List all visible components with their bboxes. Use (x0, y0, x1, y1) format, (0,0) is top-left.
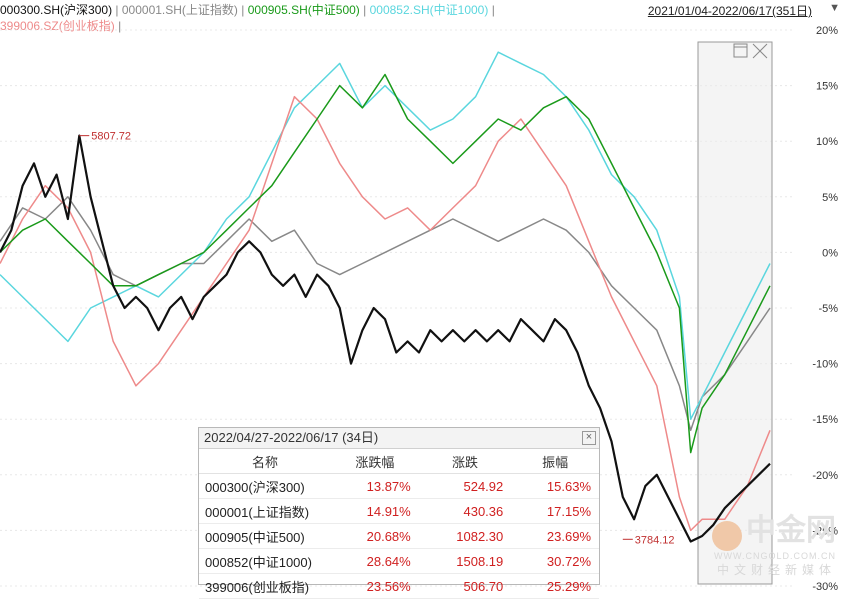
cell-name: 000905(中证500) (199, 523, 331, 549)
y-tick-label: -20% (812, 470, 838, 482)
cell-chg: 524.92 (418, 473, 512, 499)
watermark-sub: 中文财经新媒体 (716, 563, 836, 577)
series-line[interactable] (0, 73, 771, 454)
table-header-row: 名称 涨跌幅 涨跌 振幅 (199, 449, 599, 474)
cell-amp: 25.29% (511, 573, 599, 599)
stats-table-panel: 2022/04/27-2022/06/17 (34日) × 名称 涨跌幅 涨跌 … (198, 427, 600, 599)
legend-sep: | (363, 3, 367, 17)
cell-pct: 13.87% (331, 473, 419, 499)
cell-amp: 17.15% (511, 498, 599, 524)
maximize-icon (733, 43, 748, 58)
legend-item-sh[interactable]: 000001.SH(上证指数) (121, 3, 238, 17)
cell-name: 000852(中证1000) (199, 548, 331, 574)
table-row[interactable]: 000905(中证500) 20.68% 1082.30 23.69% (199, 523, 599, 549)
date-range[interactable]: 2021/01/04-2022/06/17(351日) (647, 4, 812, 18)
col-header-chg: 涨跌 (418, 449, 512, 474)
cell-name: 000300(沪深300) (199, 473, 331, 499)
stats-table-title-text: 2022/04/27-2022/06/17 (34日) (204, 430, 379, 445)
cell-chg: 430.36 (418, 498, 512, 524)
cell-name: 000001(上证指数) (199, 498, 331, 524)
y-tick-label: 0% (822, 247, 838, 259)
series-line[interactable] (0, 95, 771, 532)
stats-table-title: 2022/04/27-2022/06/17 (34日) × (199, 428, 599, 449)
y-tick-label: 10% (816, 136, 838, 148)
cell-pct: 14.91% (331, 498, 419, 524)
legend: 000300.SH(沪深300) | 000001.SH(上证指数) | 000… (0, 2, 495, 34)
watermark: 中金网 WWW.CNGOLD.COM.CN 中文财经新媒体 (712, 505, 836, 578)
table-row[interactable]: 000300(沪深300) 13.87% 524.92 15.63% (199, 473, 599, 499)
legend-item-zz500[interactable]: 000905.SH(中证500) (247, 3, 360, 17)
table-row[interactable]: 000852(中证1000) 28.64% 1508.19 30.72% (199, 548, 599, 574)
table-row[interactable]: 000001(上证指数) 14.91% 430.36 17.15% (199, 498, 599, 524)
cell-chg: 506.70 (418, 573, 512, 599)
annotation-label: 5807.72 (91, 131, 131, 143)
y-tick-label: -5% (818, 303, 838, 315)
cell-name: 399006(创业板指) (199, 573, 331, 599)
y-tick-label: -25% (812, 525, 838, 537)
cell-chg: 1508.19 (418, 548, 512, 574)
cell-chg: 1082.30 (418, 523, 512, 549)
cell-amp: 23.69% (511, 523, 599, 549)
series-line[interactable] (0, 51, 771, 420)
col-header-amp: 振幅 (511, 449, 599, 474)
legend-item-hs300[interactable]: 000300.SH(沪深300) (0, 3, 113, 17)
col-header-pct: 涨跌幅 (331, 449, 419, 474)
cell-pct: 28.64% (331, 548, 419, 574)
dropdown-icon[interactable]: ▼ (829, 2, 840, 14)
y-axis-ticks: 20% 15% 10% 5% 0% -5% -10% -15% -20% -25% -30% (812, 25, 838, 592)
y-tick-label: 15% (816, 81, 838, 93)
stats-table: 名称 涨跌幅 涨跌 振幅 000300(沪深300) 13.87% 524.92… (199, 449, 599, 599)
y-tick-label: 5% (822, 192, 838, 204)
watermark-url: WWW.CNGOLD.COM.CN (714, 551, 836, 561)
table-row[interactable]: 399006(创业板指) 23.56% 506.70 25.29% (199, 573, 599, 599)
selection-box (697, 41, 773, 585)
cell-amp: 15.63% (511, 473, 599, 499)
legend-item-zz1000[interactable]: 000852.SH(中证1000) (369, 3, 489, 17)
annotations: 5807.72 3784.12 (79, 131, 675, 546)
legend-sep: | (241, 3, 245, 17)
selection-box-controls (733, 43, 768, 59)
y-tick-label: -15% (812, 414, 838, 426)
cell-pct: 23.56% (331, 573, 419, 599)
cell-amp: 30.72% (511, 548, 599, 574)
y-tick-label: -10% (812, 359, 838, 371)
annotation-label: 3784.12 (635, 534, 675, 546)
series-line[interactable] (0, 134, 771, 543)
watermark-brand: 中金网 (746, 514, 836, 548)
cell-pct: 20.68% (331, 523, 419, 549)
y-tick-label: 20% (816, 25, 838, 37)
y-tick-label: -30% (812, 581, 838, 592)
col-header-name: 名称 (199, 449, 331, 474)
legend-sep: | (115, 3, 119, 17)
legend-sep: | (491, 3, 495, 17)
close-icon-b (752, 43, 768, 59)
series-lines (0, 51, 771, 543)
series-line[interactable] (0, 196, 771, 432)
brand-logo-icon (712, 521, 742, 551)
legend-sep: | (118, 19, 122, 33)
close-icon[interactable]: × (582, 431, 596, 445)
